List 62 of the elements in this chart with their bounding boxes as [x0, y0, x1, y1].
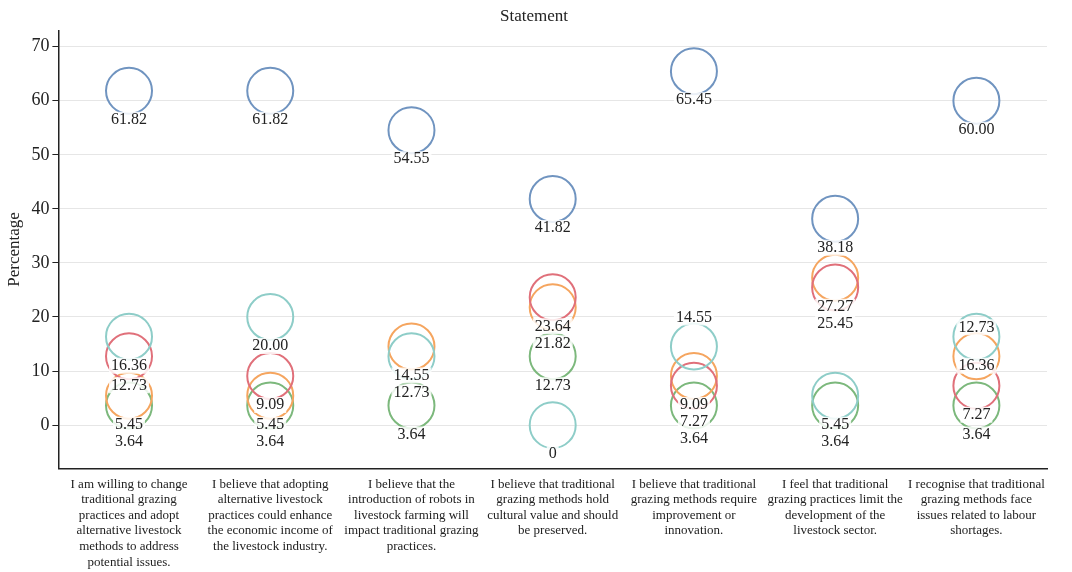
- data-label: 27.27: [817, 296, 854, 314]
- data-label: 14.55: [675, 307, 712, 325]
- data-label: 65.45: [675, 90, 712, 108]
- point: [669, 322, 718, 371]
- data-label: 21.82: [534, 333, 571, 351]
- data-label: 5.45: [821, 414, 850, 432]
- data-label: 7.27: [679, 412, 708, 430]
- data-label: 3.64: [115, 431, 144, 449]
- data-label: 16.36: [111, 355, 148, 373]
- data-label: 3.64: [679, 429, 708, 447]
- data-label: 7.27: [962, 405, 991, 423]
- y-tick-label: 0: [40, 413, 50, 434]
- data-label: 12.73: [534, 375, 571, 393]
- x-tick-label: I am willing to change traditional grazing practices and adopt alternative livestock methods to address potential issues.: [70, 475, 188, 569]
- point: [669, 351, 718, 400]
- y-axis-title: Percentage: [3, 212, 23, 287]
- point: [811, 253, 860, 302]
- data-label: 61.82: [111, 110, 148, 128]
- data-label: 41.82: [534, 218, 571, 236]
- data-label: 12.73: [958, 317, 995, 335]
- point: [246, 292, 295, 341]
- data-label: 0: [548, 444, 557, 462]
- data-label: 12.73: [111, 375, 148, 393]
- data-label: 9.09: [679, 395, 708, 413]
- data-label: 54.55: [393, 149, 430, 167]
- data-label: 60.00: [958, 119, 995, 137]
- data-label: 3.64: [397, 424, 426, 442]
- data-label: 5.45: [115, 414, 144, 432]
- x-tick-label: I believe that traditional grazing methods hold cultural value and should be preserved.: [487, 475, 619, 538]
- data-label: 5.45: [256, 414, 285, 432]
- data-label: 3.64: [821, 431, 850, 449]
- data-label: 3.64: [962, 424, 991, 442]
- y-tick-label: 40: [31, 197, 50, 218]
- data-label: 23.64: [534, 316, 571, 334]
- x-tick-label: I believe that adopting alternative livestock practices could enhance the economic income of the livestock industry.: [207, 475, 334, 554]
- y-tick-label: 50: [31, 143, 50, 164]
- data-label: 20.00: [252, 336, 289, 354]
- point: [528, 175, 577, 223]
- x-tick-label: I recognise that traditional grazing methods face issues related to labour shortages.: [907, 475, 1046, 538]
- x-tick-label: I believe that the introduction of robots in livestock farming will impact traditional grazing practices.: [344, 475, 480, 554]
- x-tick-label: I believe that traditional grazing methods require improvement or innovation.: [630, 475, 758, 538]
- data-label: 12.73: [393, 382, 430, 400]
- data-label: 38.18: [817, 237, 854, 255]
- y-tick-label: 30: [31, 251, 50, 272]
- y-tick-label: 70: [31, 35, 50, 56]
- data-label: 25.45: [817, 313, 854, 331]
- x-axis-title: Statement: [500, 5, 569, 25]
- data-label: 61.82: [252, 110, 289, 128]
- data-label: 9.09: [256, 395, 285, 413]
- point: [811, 194, 860, 243]
- point: [811, 371, 860, 420]
- point: [105, 66, 154, 115]
- point: [246, 66, 295, 115]
- data-label: 3.64: [256, 431, 285, 449]
- y-tick-label: 10: [31, 359, 50, 380]
- y-tick-label: 60: [31, 89, 50, 110]
- data-label: 14.55: [393, 365, 430, 383]
- point: [952, 76, 1001, 125]
- data-label: 16.36: [958, 355, 995, 373]
- x-tick-label: I feel that traditional grazing practices limit the development of the livestock sector.: [767, 475, 904, 538]
- point: [105, 312, 154, 361]
- y-tick-label: 20: [31, 305, 50, 326]
